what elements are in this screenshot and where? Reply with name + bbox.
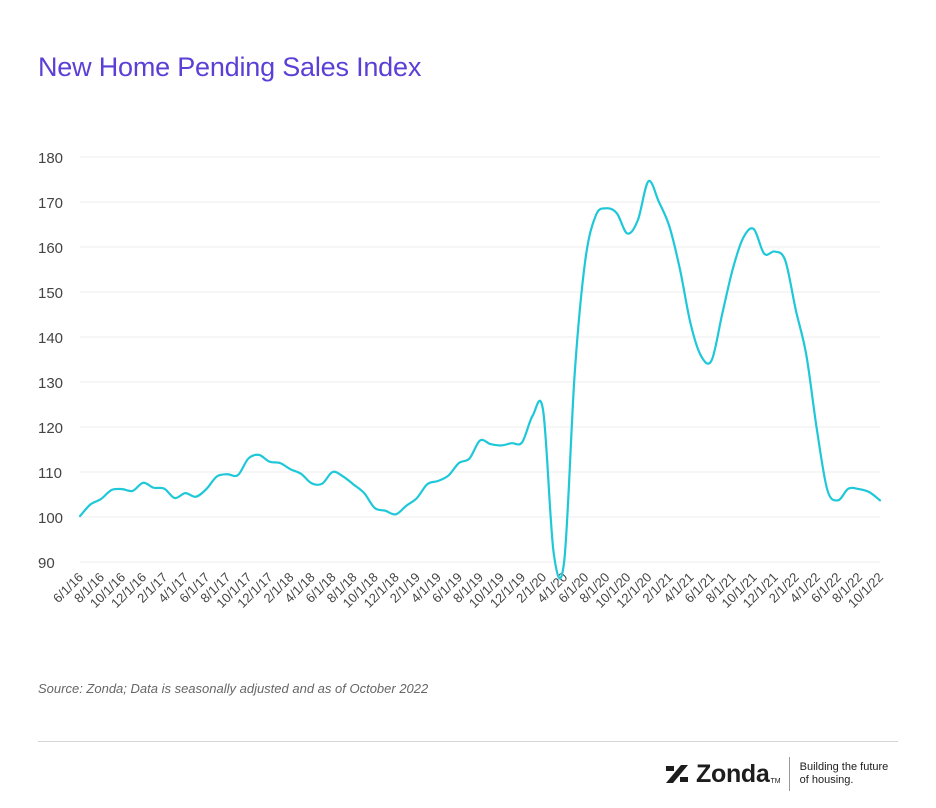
brand-tagline: Building the future of housing.: [800, 761, 889, 787]
brand-separator: [788, 757, 790, 791]
footer-brand: Zonda TM Building the future of housing.: [665, 757, 888, 791]
brand-trademark: TM: [770, 778, 781, 785]
zonda-logo-icon: [666, 765, 688, 783]
y-tick-label: 150: [38, 285, 63, 302]
y-tick-label: 170: [38, 195, 63, 212]
y-tick-label: 100: [38, 510, 63, 527]
tagline-line-2: of housing.: [799, 774, 854, 786]
tagline-line-1: Building the future: [799, 761, 889, 773]
y-tick-label: 130: [38, 375, 63, 392]
y-tick-label: 160: [38, 240, 63, 257]
footer-divider: [38, 741, 898, 742]
brand-name: Zonda: [696, 759, 770, 788]
source-note: Source: Zonda; Data is seasonally adjust…: [38, 681, 429, 696]
series-line: [78, 179, 882, 580]
y-tick-label: 180: [38, 150, 63, 167]
y-tick-label: 120: [38, 420, 63, 437]
y-tick-label: 90: [38, 555, 55, 572]
y-tick-label: 110: [38, 465, 62, 482]
chart-title: New Home Pending Sales Index: [38, 52, 422, 82]
y-tick-label: 140: [38, 330, 63, 347]
line-chart: 901001101201301401501601701806/1/168/1/1…: [38, 150, 886, 611]
